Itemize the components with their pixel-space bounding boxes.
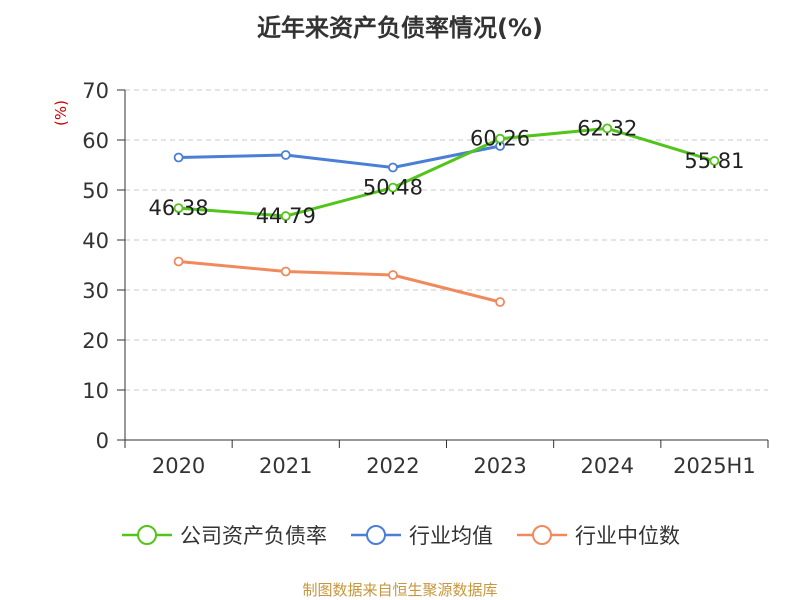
y-tick-label: 0 <box>96 429 109 453</box>
legend: 公司资产负债率 行业均值 行业中位数 <box>0 520 800 550</box>
legend-swatch-icon <box>351 525 401 545</box>
y-tick-label: 60 <box>82 129 109 153</box>
legend-label: 公司资产负债率 <box>180 524 327 548</box>
x-tick-label: 2024 <box>581 454 634 478</box>
legend-item[interactable]: 行业中位数 <box>515 520 680 550</box>
series-line-2 <box>178 260 501 304</box>
series-layer <box>173 123 720 307</box>
y-tick-label: 20 <box>82 329 109 353</box>
data-point <box>602 123 613 134</box>
chart-title: 近年来资产负债率情况(%) <box>257 14 543 42</box>
x-tick-label: 2022 <box>366 454 419 478</box>
legend-item[interactable]: 行业均值 <box>349 520 493 550</box>
data-label: 60.26 <box>470 127 530 151</box>
legend-swatch-marker <box>137 525 157 545</box>
legend-swatch-marker <box>366 525 386 545</box>
y-tick-label: 10 <box>82 379 109 403</box>
x-tick-label: 2025H1 <box>673 454 756 478</box>
x-tick-label: 2023 <box>473 454 526 478</box>
legend-label: 行业中位数 <box>575 524 680 548</box>
data-point <box>280 150 291 160</box>
data-point <box>173 203 184 214</box>
data-label: 44.79 <box>256 204 316 228</box>
data-point <box>495 297 505 307</box>
data-label: 62.32 <box>577 116 637 140</box>
data-point <box>388 162 398 173</box>
x-tick-label: 2021 <box>259 454 312 478</box>
data-point <box>495 133 505 144</box>
data-point <box>388 270 398 280</box>
legend-item[interactable]: 公司资产负债率 <box>120 520 327 550</box>
y-tick-label: 40 <box>82 229 109 253</box>
legend-swatch-marker <box>532 525 552 545</box>
y-tick-label: 50 <box>82 179 109 203</box>
data-point <box>173 256 184 267</box>
x-tick-label: 2020 <box>152 454 205 478</box>
data-point <box>280 266 291 277</box>
footer-source: 制图数据来自恒生聚源数据库 <box>302 581 498 599</box>
y-tick-label: 70 <box>82 79 109 103</box>
legend-swatch-icon <box>122 525 172 545</box>
data-label: 46.38 <box>149 196 209 220</box>
axis-layer: 0 10 20 30 40 50 60 70 2020 2021 2022 2023 2024 2025H… <box>82 79 769 478</box>
y-tick-label: 30 <box>82 279 109 303</box>
data-label: 55.81 <box>684 149 744 173</box>
data-point <box>173 152 184 163</box>
grid-layer <box>125 89 768 391</box>
data-label: 50.48 <box>363 176 423 200</box>
data-point <box>388 182 398 193</box>
series-line-0 <box>178 126 715 218</box>
legend-label: 行业均值 <box>409 524 493 548</box>
data-label-layer: 46.38 44.79 50.48 60.26 62.32 55.81 <box>149 116 745 228</box>
legend-swatch-icon <box>517 525 567 545</box>
data-point <box>280 211 291 221</box>
data-point <box>709 156 720 166</box>
series-line-1 <box>178 144 501 169</box>
